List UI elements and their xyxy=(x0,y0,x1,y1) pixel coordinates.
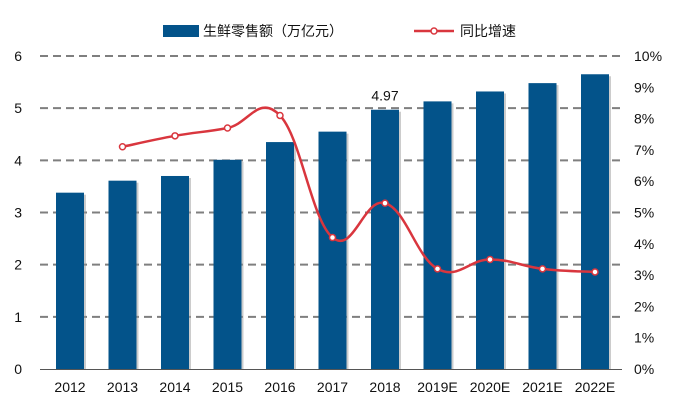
x-tick-label: 2019E xyxy=(417,379,457,395)
growth-point xyxy=(223,124,232,132)
bar-2019E xyxy=(423,101,452,369)
bar-2017 xyxy=(318,131,347,369)
axes: 0 1 2 3 4 5 6 0% 1% 2% 3% 4% 5% 6% 7% 8% 9% 10% 2012 2013 20… xyxy=(14,48,662,395)
bar-2021E xyxy=(528,83,557,370)
growth-line-path xyxy=(122,106,596,274)
x-tick-label: 2018 xyxy=(369,379,400,395)
bar-2016 xyxy=(266,142,294,369)
growth-point xyxy=(486,255,494,264)
bar-2020E xyxy=(476,91,504,370)
x-tick-label: 2021E xyxy=(522,379,562,395)
growth-point xyxy=(591,268,599,276)
legend-bar-swatch xyxy=(163,25,199,37)
right-tick-label: 0% xyxy=(634,361,654,377)
growth-point xyxy=(328,233,337,242)
x-tick-label: 2015 xyxy=(212,379,243,395)
growth-point xyxy=(433,265,442,273)
x-tick-label: 2013 xyxy=(107,379,138,395)
bar-2014 xyxy=(161,175,189,369)
right-tick-label: 3% xyxy=(634,267,654,283)
data-label: 4.97 xyxy=(371,88,398,104)
left-tick-label: 2 xyxy=(14,257,22,273)
right-tick-label: 9% xyxy=(634,79,654,95)
left-tick-label: 3 xyxy=(14,205,22,221)
left-tick-label: 6 xyxy=(14,48,22,64)
x-tick-label: 2012 xyxy=(54,379,85,395)
legend-line-label: 同比增速 xyxy=(460,23,516,39)
right-tick-label: 2% xyxy=(634,298,654,314)
bar-2018 xyxy=(371,109,399,370)
bars: 4.97 xyxy=(56,74,611,370)
growth-point xyxy=(276,111,284,120)
right-tick-label: 4% xyxy=(634,236,654,252)
left-tick-label: 5 xyxy=(14,100,22,116)
right-tick-label: 8% xyxy=(634,111,654,127)
bar-2015 xyxy=(213,159,242,369)
bar-2022E xyxy=(581,74,609,369)
right-tick-label: 6% xyxy=(634,173,654,189)
x-tick-label: 2014 xyxy=(159,379,190,395)
legend: 生鲜零售额（万亿元） 同比增速 xyxy=(163,23,516,39)
x-tick-label: 2016 xyxy=(264,379,295,395)
legend-line-marker xyxy=(430,27,438,35)
x-tick-label: 2020E xyxy=(470,379,510,395)
x-tick-label: 2017 xyxy=(317,379,348,395)
growth-point xyxy=(381,199,389,207)
growth-point xyxy=(171,132,179,140)
right-tick-label: 5% xyxy=(634,205,654,221)
x-tick-label: 2022E xyxy=(575,379,615,395)
bar-2012 xyxy=(56,192,84,369)
bar-2013 xyxy=(108,180,137,369)
legend-bar-label: 生鲜零售额（万亿元） xyxy=(203,23,343,39)
right-tick-label: 10% xyxy=(634,48,662,64)
right-tick-label: 7% xyxy=(634,142,654,158)
left-tick-label: 4 xyxy=(14,152,22,168)
growth-point xyxy=(538,265,547,273)
growth-line xyxy=(118,106,599,276)
right-tick-label: 1% xyxy=(634,330,654,346)
left-tick-label: 1 xyxy=(14,309,22,325)
growth-point xyxy=(118,143,127,151)
left-tick-label: 0 xyxy=(14,361,22,377)
